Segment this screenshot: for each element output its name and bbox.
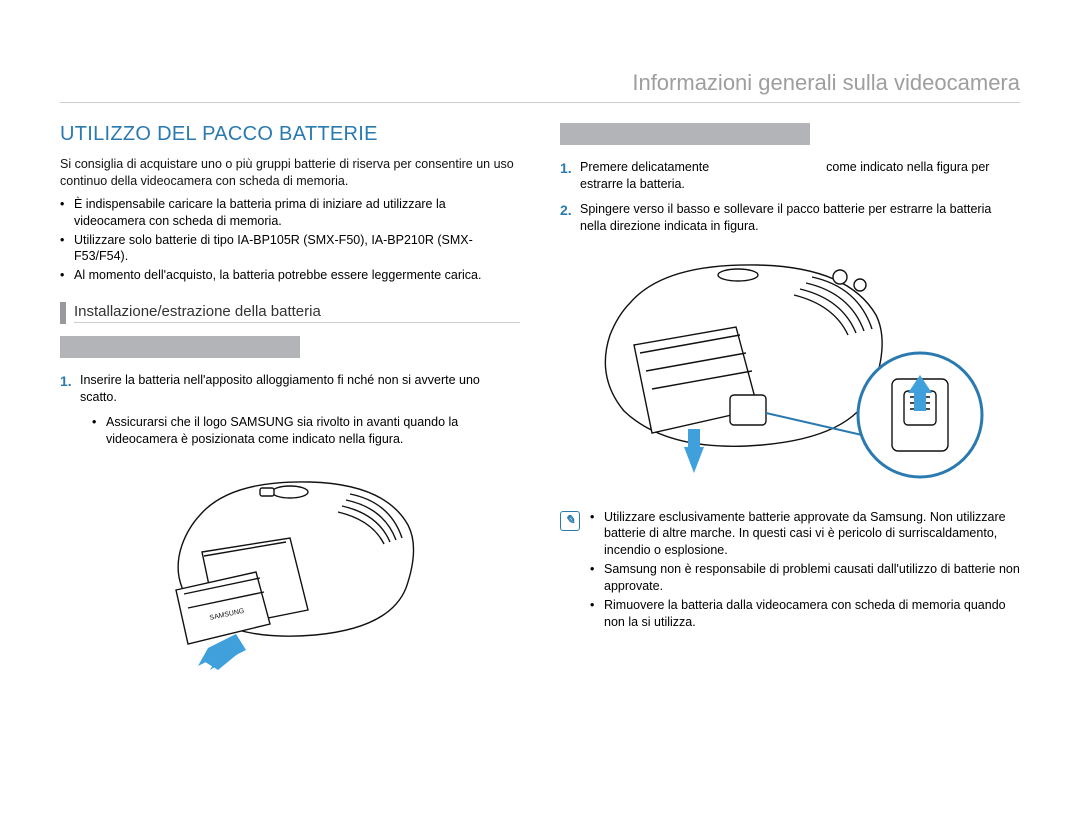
- intro-paragraph: Si consiglia di acquistare uno o più gru…: [60, 156, 520, 190]
- subheading: Installazione/estrazione della batteria: [74, 303, 520, 323]
- step-number: 2.: [560, 201, 580, 220]
- subheading-bar-icon: [60, 302, 66, 324]
- camcorder-remove-svg: [580, 245, 1000, 495]
- right-column: 1. Premere delicatamente come indicato n…: [560, 123, 1020, 670]
- step-number: 1.: [560, 159, 580, 178]
- illustration-insert-battery: SAMSUNG: [60, 460, 520, 670]
- main-heading: UTILIZZO DEL PACCO BATTERIE: [60, 123, 520, 146]
- step-item: 1. Premere delicatamente come indicato n…: [560, 159, 1020, 193]
- note-item: Samsung non è responsabile di problemi c…: [604, 561, 1020, 595]
- bullet-item: Al momento dell'acquisto, la batteria po…: [74, 267, 520, 284]
- step-text: Spingere verso il basso e sollevare il p…: [580, 201, 1020, 235]
- section-title: Informazioni generali sulla videocamera: [60, 70, 1020, 96]
- gray-label-box: [60, 336, 300, 358]
- intro-bullets: È indispensabile caricare la batteria pr…: [60, 196, 520, 284]
- note-block: ✎ Utilizzare esclusivamente batterie app…: [560, 509, 1020, 633]
- step-number: 1.: [60, 372, 80, 391]
- note-icon: ✎: [560, 511, 580, 531]
- gray-label-box: [560, 123, 810, 145]
- note-item: Utilizzare esclusivamente batterie appro…: [604, 509, 1020, 560]
- two-column-layout: UTILIZZO DEL PACCO BATTERIE Si consiglia…: [60, 123, 1020, 670]
- note-list: Utilizzare esclusivamente batterie appro…: [590, 509, 1020, 633]
- left-column: UTILIZZO DEL PACCO BATTERIE Si consiglia…: [60, 123, 520, 670]
- step-text: Inserire la batteria nell'apposito allog…: [80, 372, 520, 406]
- illustration-remove-battery: [560, 245, 1020, 495]
- header-rule: [60, 102, 1020, 103]
- camcorder-insert-svg: SAMSUNG: [140, 460, 440, 670]
- step-text: Premere delicatamente come indicato nell…: [580, 159, 1020, 193]
- step-item: 1. Inserire la batteria nell'apposito al…: [60, 372, 520, 406]
- bullet-item: Utilizzare solo batterie di tipo IA-BP10…: [74, 232, 520, 266]
- subheading-row: Installazione/estrazione della batteria: [60, 302, 520, 324]
- note-item: Rimuovere la batteria dalla videocamera …: [604, 597, 1020, 631]
- substep-text: Assicurarsi che il logo SAMSUNG sia rivo…: [60, 414, 520, 448]
- bullet-item: È indispensabile caricare la batteria pr…: [74, 196, 520, 230]
- step-item: 2. Spingere verso il basso e sollevare i…: [560, 201, 1020, 235]
